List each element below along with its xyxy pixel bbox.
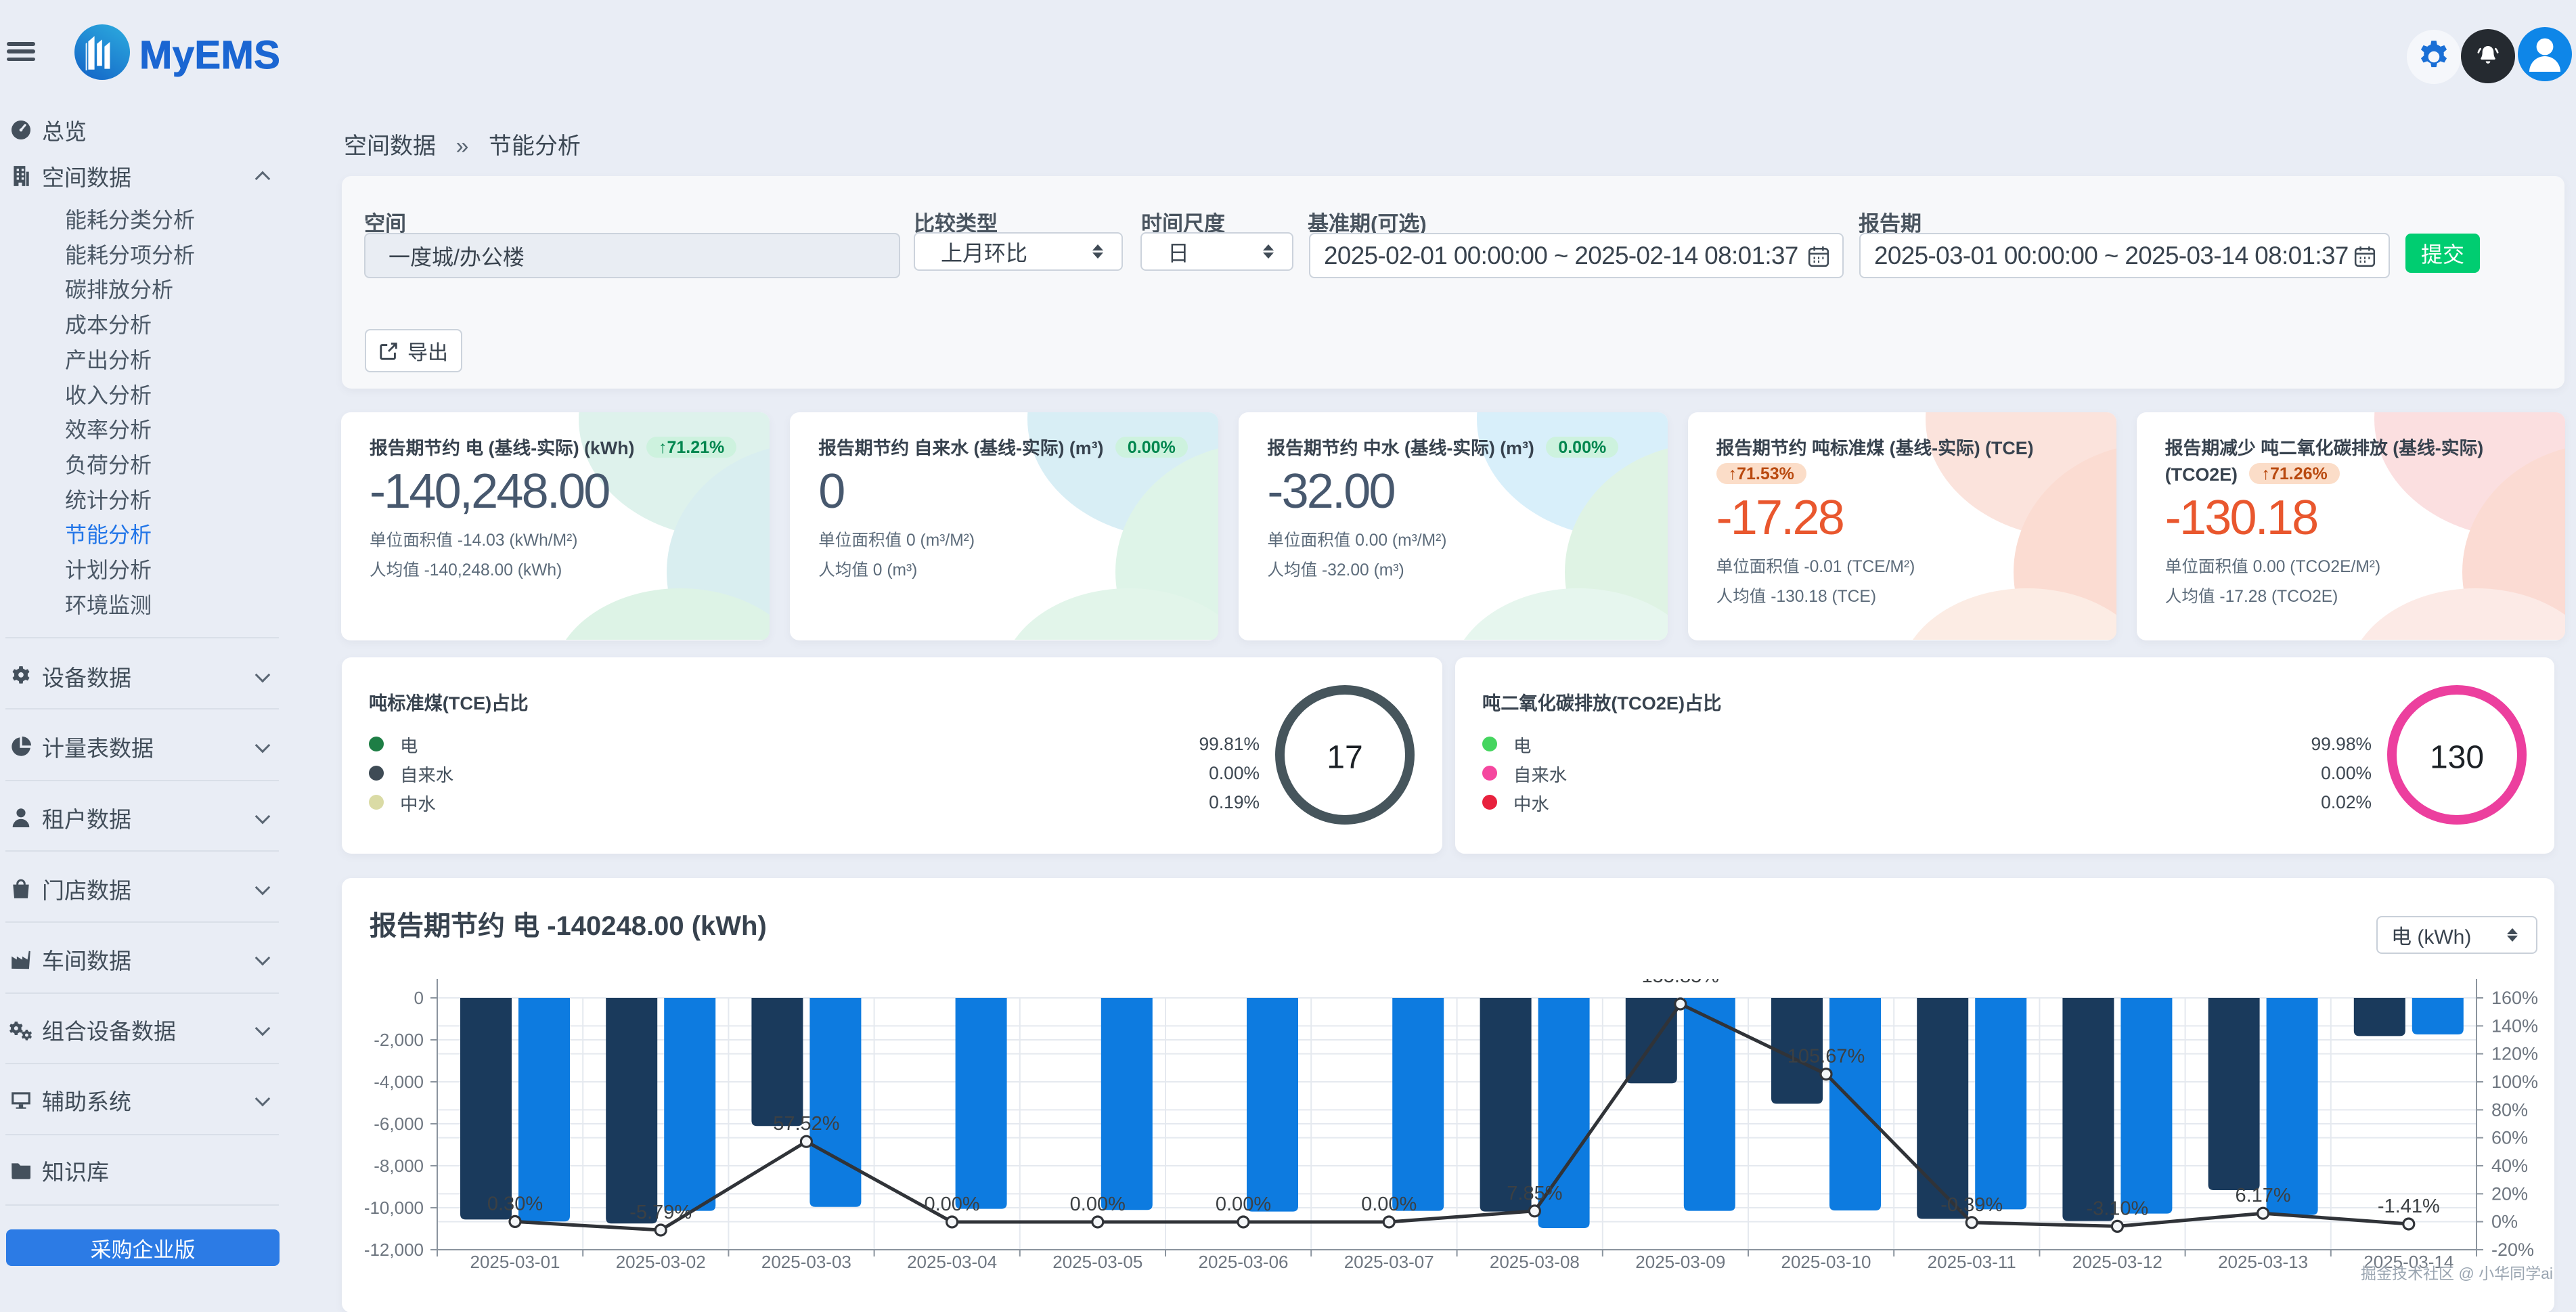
svg-text:2025-03-12: 2025-03-12	[2072, 1252, 2162, 1272]
svg-text:80%: 80%	[2491, 1099, 2528, 1120]
svg-text:120%: 120%	[2491, 1044, 2538, 1064]
svg-text:100%: 100%	[2491, 1072, 2538, 1092]
svg-text:2025-03-13: 2025-03-13	[2218, 1252, 2308, 1272]
svg-text:2025-03-11: 2025-03-11	[1928, 1252, 2016, 1272]
svg-text:-8,000: -8,000	[374, 1156, 424, 1176]
svg-text:155.85%: 155.85%	[1642, 979, 1720, 987]
svg-text:2025-03-06: 2025-03-06	[1199, 1252, 1289, 1272]
svg-text:2025-03-14: 2025-03-14	[2363, 1252, 2453, 1272]
svg-text:-10,000: -10,000	[364, 1198, 424, 1218]
svg-text:17: 17	[1327, 740, 1362, 776]
svg-text:2025-03-03: 2025-03-03	[761, 1252, 851, 1272]
svg-text:-4,000: -4,000	[374, 1072, 424, 1092]
svg-text:-3.10%: -3.10%	[2086, 1198, 2148, 1219]
svg-text:-12,000: -12,000	[364, 1240, 424, 1260]
svg-text:2025-03-05: 2025-03-05	[1052, 1252, 1142, 1272]
svg-text:7.85%: 7.85%	[1507, 1183, 1562, 1204]
svg-text:0.00%: 0.00%	[1216, 1194, 1271, 1215]
svg-text:140%: 140%	[2491, 1015, 2538, 1036]
svg-text:2025-03-04: 2025-03-04	[907, 1252, 997, 1272]
svg-text:2025-03-01: 2025-03-01	[470, 1252, 560, 1272]
svg-text:-1.41%: -1.41%	[2378, 1196, 2440, 1217]
svg-text:6.17%: 6.17%	[2235, 1185, 2290, 1206]
svg-text:40%: 40%	[2491, 1156, 2528, 1176]
svg-text:0.00%: 0.00%	[1361, 1194, 1417, 1215]
svg-text:130: 130	[2430, 740, 2484, 776]
svg-text:160%: 160%	[2491, 988, 2538, 1008]
svg-text:-6,000: -6,000	[374, 1114, 424, 1134]
svg-text:-0.39%: -0.39%	[1940, 1194, 2003, 1216]
svg-text:60%: 60%	[2491, 1128, 2528, 1148]
svg-text:-20%: -20%	[2491, 1240, 2534, 1260]
svg-text:0.00%: 0.00%	[924, 1194, 979, 1215]
svg-text:2025-03-07: 2025-03-07	[1344, 1252, 1434, 1272]
svg-text:20%: 20%	[2491, 1183, 2528, 1204]
svg-text:0: 0	[414, 988, 424, 1008]
svg-text:-2,000: -2,000	[374, 1030, 424, 1050]
svg-text:2025-03-08: 2025-03-08	[1490, 1252, 1580, 1272]
svg-text:2025-03-10: 2025-03-10	[1781, 1252, 1871, 1272]
svg-text:0%: 0%	[2491, 1212, 2518, 1232]
svg-text:105.67%: 105.67%	[1787, 1046, 1865, 1068]
svg-text:0.30%: 0.30%	[487, 1193, 543, 1215]
svg-text:2025-03-09: 2025-03-09	[1635, 1252, 1725, 1272]
svg-text:2025-03-02: 2025-03-02	[616, 1252, 706, 1272]
svg-text:-5.79%: -5.79%	[629, 1202, 692, 1223]
svg-text:57.52%: 57.52%	[773, 1113, 839, 1135]
svg-text:0.00%: 0.00%	[1070, 1194, 1126, 1215]
